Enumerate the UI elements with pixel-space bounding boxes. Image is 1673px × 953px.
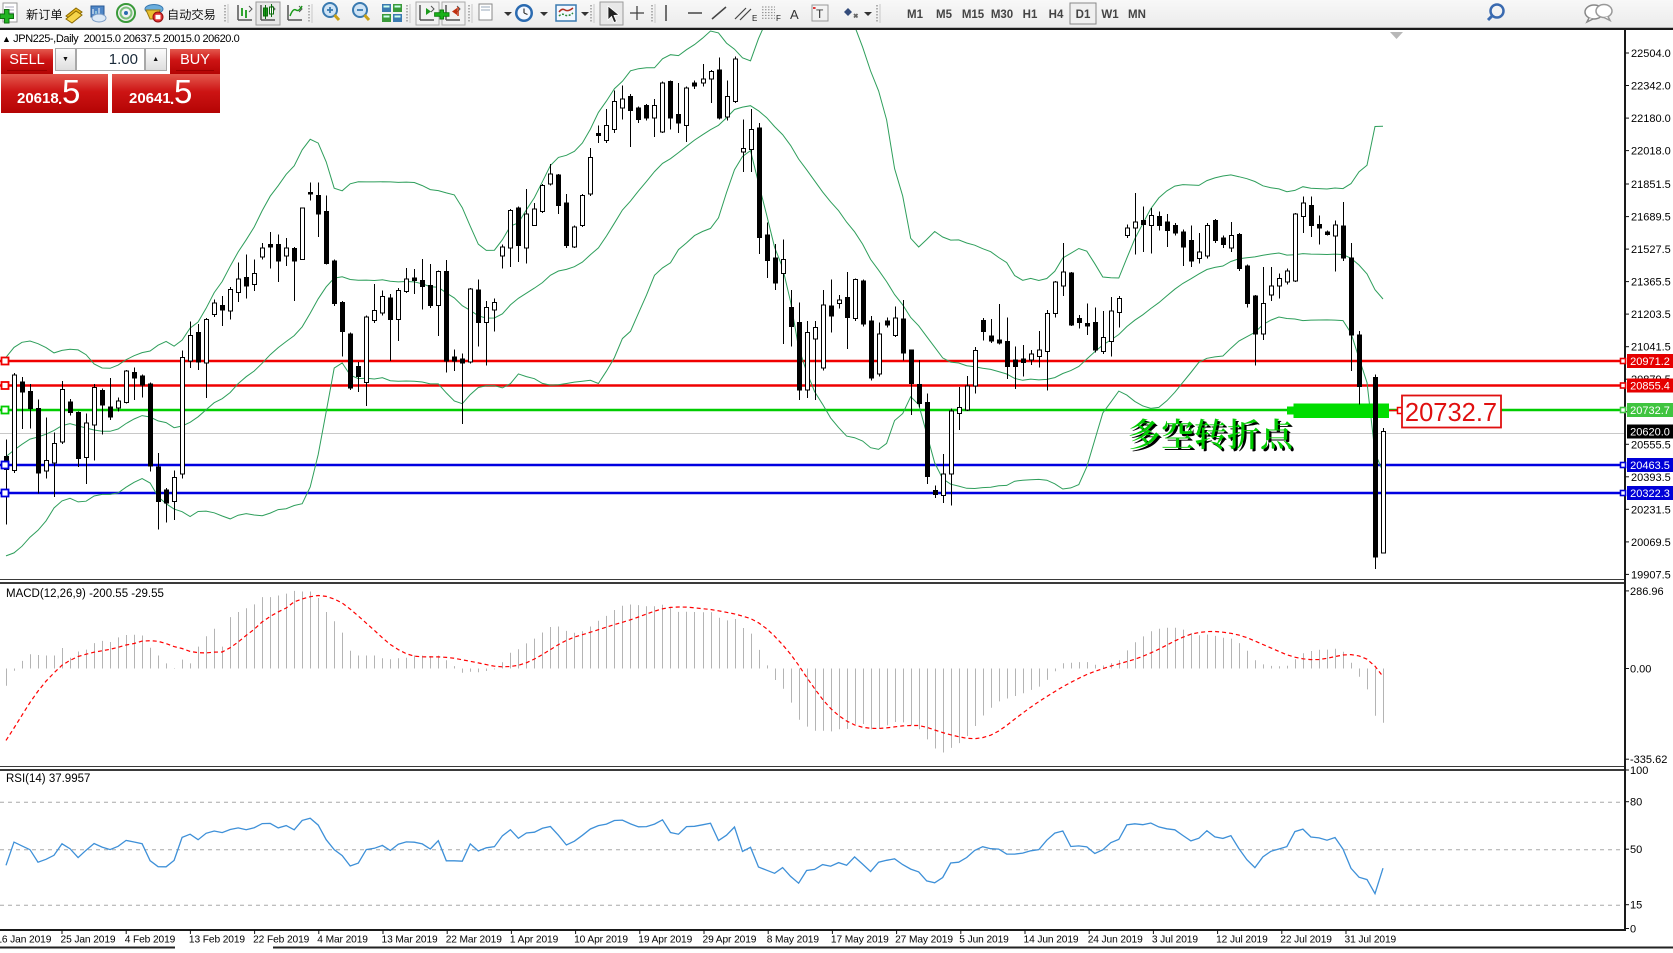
svg-text:24 Jun 2019: 24 Jun 2019 [1088, 935, 1143, 946]
svg-text:M5: M5 [936, 9, 953, 21]
svg-text:22180.0: 22180.0 [1631, 113, 1671, 125]
svg-text:20732.7: 20732.7 [1405, 399, 1497, 427]
svg-text:22018.0: 22018.0 [1631, 146, 1671, 158]
svg-text:286.96: 286.96 [1630, 586, 1664, 598]
svg-text:MN: MN [1128, 9, 1146, 21]
svg-text:22 Mar 2019: 22 Mar 2019 [446, 935, 503, 946]
svg-text:27 May 2019: 27 May 2019 [895, 935, 953, 946]
svg-text:4 Feb 2019: 4 Feb 2019 [125, 935, 176, 946]
svg-text:20732.7: 20732.7 [1630, 405, 1670, 417]
svg-text:13 Mar 2019: 13 Mar 2019 [382, 935, 439, 946]
svg-text:10 Apr 2019: 10 Apr 2019 [574, 935, 628, 946]
svg-text:22 Feb 2019: 22 Feb 2019 [253, 935, 310, 946]
svg-text:F: F [776, 14, 781, 23]
svg-text:20393.5: 20393.5 [1631, 472, 1671, 484]
svg-text:21041.5: 21041.5 [1631, 342, 1671, 354]
svg-text:80: 80 [1630, 797, 1642, 809]
svg-text:20231.5: 20231.5 [1631, 504, 1671, 516]
svg-text:H4: H4 [1049, 9, 1064, 21]
svg-text:20069.5: 20069.5 [1631, 537, 1671, 549]
svg-text:17 May 2019: 17 May 2019 [831, 935, 889, 946]
svg-text:21851.5: 21851.5 [1631, 179, 1671, 191]
svg-text:25 Jan 2019: 25 Jan 2019 [61, 935, 116, 946]
svg-text:21365.5: 21365.5 [1631, 277, 1671, 289]
svg-text:3 Jul 2019: 3 Jul 2019 [1152, 935, 1198, 946]
svg-text:20463.5: 20463.5 [1630, 460, 1670, 472]
svg-text:D1: D1 [1076, 9, 1091, 21]
svg-text:M30: M30 [991, 9, 1013, 21]
svg-text:100: 100 [1630, 765, 1648, 777]
svg-text:W1: W1 [1101, 9, 1119, 21]
svg-text:22342.0: 22342.0 [1631, 81, 1671, 93]
svg-text:29 Apr 2019: 29 Apr 2019 [703, 935, 757, 946]
svg-text:13 Feb 2019: 13 Feb 2019 [189, 935, 246, 946]
svg-text:RSI(14) 37.9957: RSI(14) 37.9957 [6, 773, 90, 785]
svg-text:19907.5: 19907.5 [1631, 569, 1671, 581]
svg-text:12 Jul 2019: 12 Jul 2019 [1216, 935, 1268, 946]
svg-text:4 Mar 2019: 4 Mar 2019 [317, 935, 368, 946]
svg-text:21203.5: 21203.5 [1631, 309, 1671, 321]
svg-text:20620.0: 20620.0 [1630, 427, 1670, 439]
svg-text:20555.5: 20555.5 [1631, 439, 1671, 451]
svg-text:T: T [816, 7, 824, 21]
svg-text:0: 0 [1630, 924, 1636, 936]
svg-text:20855.4: 20855.4 [1630, 381, 1670, 393]
svg-text:21689.5: 21689.5 [1631, 212, 1671, 224]
svg-text:H1: H1 [1023, 9, 1038, 21]
svg-text:16 Jan 2019: 16 Jan 2019 [0, 935, 52, 946]
svg-text:1 Apr 2019: 1 Apr 2019 [510, 935, 559, 946]
svg-text:MACD(12,26,9) -200.55 -29.55: MACD(12,26,9) -200.55 -29.55 [6, 588, 164, 600]
svg-text:8 May 2019: 8 May 2019 [767, 935, 820, 946]
svg-text:20971.2: 20971.2 [1630, 356, 1670, 368]
svg-text:0.00: 0.00 [1630, 664, 1651, 676]
svg-text:20322.3: 20322.3 [1630, 488, 1670, 500]
svg-text:50: 50 [1630, 844, 1642, 856]
svg-text:5 Jun 2019: 5 Jun 2019 [959, 935, 1009, 946]
svg-text:15: 15 [1630, 900, 1642, 912]
svg-text:E: E [752, 14, 757, 23]
svg-text:M1: M1 [907, 9, 924, 21]
svg-text:21527.5: 21527.5 [1631, 244, 1671, 256]
svg-text:22504.0: 22504.0 [1631, 48, 1671, 60]
svg-text:-335.62: -335.62 [1630, 754, 1667, 766]
svg-text:22 Jul 2019: 22 Jul 2019 [1280, 935, 1332, 946]
svg-text:14 Jun 2019: 14 Jun 2019 [1024, 935, 1079, 946]
svg-text:31 Jul 2019: 31 Jul 2019 [1345, 935, 1397, 946]
svg-text:M15: M15 [962, 9, 985, 21]
svg-text:A: A [790, 7, 799, 22]
svg-text:19 Apr 2019: 19 Apr 2019 [638, 935, 692, 946]
